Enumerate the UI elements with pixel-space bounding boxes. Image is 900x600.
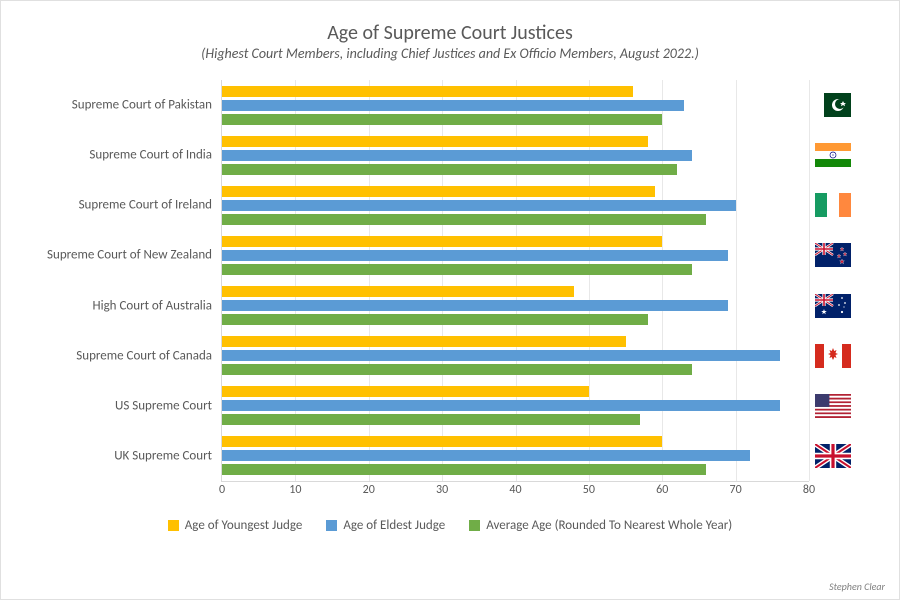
bar-eldest: [222, 100, 684, 111]
bar-eldest: [222, 200, 736, 211]
gridline: [809, 80, 810, 481]
x-tick-label: 20: [363, 483, 375, 497]
bar-group: US Supreme Court: [222, 381, 809, 431]
chart-title: Age of Supreme Court Justices: [31, 21, 869, 45]
legend-item: Average Age (Rounded To Nearest Whole Ye…: [469, 518, 732, 533]
legend-swatch: [168, 520, 179, 531]
legend-item: Age of Eldest Judge: [326, 518, 445, 533]
bar-eldest: [222, 300, 728, 311]
legend-label: Average Age (Rounded To Nearest Whole Ye…: [486, 518, 732, 533]
bar-youngest: [222, 336, 626, 347]
legend-swatch: [326, 520, 337, 531]
legend: Age of Youngest Judge Age of Eldest Judge…: [31, 518, 869, 533]
usa-flag-icon: [815, 394, 851, 418]
plot-area: 01020304050607080Supreme Court of Pakist…: [221, 80, 809, 510]
bar-eldest: [222, 350, 780, 361]
bar-group: Supreme Court of Canada: [222, 331, 809, 381]
x-tick-label: 70: [730, 483, 742, 497]
bar-youngest: [222, 186, 655, 197]
category-label: UK Supreme Court: [22, 448, 212, 463]
category-label: Supreme Court of Pakistan: [22, 98, 212, 113]
bar-average: [222, 214, 706, 225]
x-tick-label: 60: [656, 483, 668, 497]
bar-group: Supreme Court of India: [222, 130, 809, 180]
bar-youngest: [222, 436, 662, 447]
bar-average: [222, 464, 706, 475]
category-label: Supreme Court of India: [22, 148, 212, 163]
bar-eldest: [222, 400, 780, 411]
legend-item: Age of Youngest Judge: [168, 518, 303, 533]
bar-youngest: [222, 86, 633, 97]
category-label: US Supreme Court: [22, 398, 212, 413]
x-tick-label: 50: [583, 483, 595, 497]
category-label: Supreme Court of New Zealand: [22, 248, 212, 263]
x-tick-label: 40: [509, 483, 521, 497]
bar-group: UK Supreme Court: [222, 431, 809, 481]
legend-swatch: [469, 520, 480, 531]
bar-eldest: [222, 250, 728, 261]
x-tick-label: 10: [289, 483, 301, 497]
credit: Stephen Clear: [829, 580, 885, 593]
chart-subtitle: (Highest Court Members, including Chief …: [31, 45, 869, 62]
uk-flag-icon: [815, 444, 851, 468]
bar-group: High Court of Australia: [222, 281, 809, 331]
bar-youngest: [222, 236, 662, 247]
ireland-flag-icon: [815, 193, 851, 217]
legend-label: Age of Youngest Judge: [185, 518, 303, 533]
x-tick-label: 0: [219, 483, 225, 497]
bar-average: [222, 114, 662, 125]
category-label: Supreme Court of Ireland: [22, 198, 212, 213]
bar-group: Supreme Court of Ireland: [222, 180, 809, 230]
chart-container: Age of Supreme Court Justices (Highest C…: [0, 0, 900, 600]
bar-eldest: [222, 450, 750, 461]
bar-average: [222, 364, 692, 375]
x-tick-label: 30: [436, 483, 448, 497]
bar-youngest: [222, 136, 648, 147]
australia-flag-icon: [815, 294, 851, 318]
pakistan-flag-icon: [815, 93, 851, 117]
bar-average: [222, 314, 648, 325]
plot-inner: 01020304050607080Supreme Court of Pakist…: [221, 80, 809, 482]
canada-flag-icon: [815, 344, 851, 368]
x-tick-label: 80: [803, 483, 815, 497]
bar-average: [222, 264, 692, 275]
india-flag-icon: [815, 143, 851, 167]
bar-group: Supreme Court of Pakistan: [222, 80, 809, 130]
bar-youngest: [222, 386, 589, 397]
legend-label: Age of Eldest Judge: [343, 518, 445, 533]
category-label: Supreme Court of Canada: [22, 348, 212, 363]
bar-average: [222, 414, 640, 425]
bar-group: Supreme Court of New Zealand: [222, 230, 809, 280]
new-zealand-flag-icon: [815, 243, 851, 267]
bar-average: [222, 164, 677, 175]
bar-eldest: [222, 150, 692, 161]
bar-youngest: [222, 286, 574, 297]
category-label: High Court of Australia: [22, 298, 212, 313]
